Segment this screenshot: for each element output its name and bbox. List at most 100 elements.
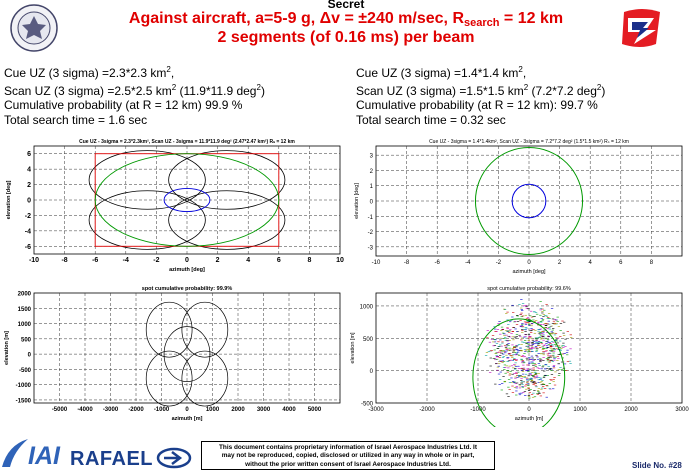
x-tick-label: -1000: [470, 407, 486, 413]
beam-circle: [88, 150, 206, 210]
y-tick-label: -2: [25, 213, 31, 220]
y-tick-label: -1500: [16, 398, 32, 404]
y-tick-label: 2: [370, 169, 374, 175]
x-axis-label: azimuth [m]: [515, 416, 544, 422]
y-tick-label: -500: [361, 402, 374, 408]
chart-bottom-right: -3000 -2000 -1000 0 1000 2000 3000 1000 500 0 -500…: [350, 286, 689, 427]
rafael-logo-text: RAFAEL: [70, 448, 153, 470]
x-tick-label: -6: [92, 257, 98, 264]
y-tick-label: 1000: [18, 322, 32, 328]
x-tick-label: -3000: [103, 407, 119, 413]
y-tick-label: -3: [368, 245, 374, 251]
x-tick-label: 4: [589, 260, 593, 266]
y-tick-label: -500: [19, 368, 32, 374]
chart-top-left: -10 -8 -6 -4 -2 0 2 4 6 8 10 6 4 2 0 -2 -4 -6 Cue UZ - 3si…: [6, 139, 344, 273]
iai-swoosh-icon: [2, 439, 28, 467]
y-tick-label: 3: [370, 154, 374, 160]
x-tick-label: 3000: [675, 407, 689, 413]
y-tick-label: 2: [27, 182, 31, 189]
y-tick-label: 0: [28, 353, 32, 359]
x-tick-label: -2: [496, 260, 502, 266]
x-tick-label: -2000: [128, 407, 144, 413]
y-tick-label: 4: [27, 167, 31, 174]
x-tick-label: 4000: [282, 407, 296, 413]
x-tick-label: -3000: [368, 407, 384, 413]
right-search-time-line: Total search time = 0.32 sec: [356, 112, 506, 127]
left-cue-line: Cue UZ (3 sigma) =2.3*2.3 km2,: [4, 65, 175, 80]
x-tick-label: 5000: [308, 407, 322, 413]
x-tick-label: 2: [558, 260, 562, 266]
right-scan-line: Scan UZ (3 sigma) =1.5*1.5 km2 (7.2*7.2 …: [356, 82, 606, 98]
y-tick-label: 2000: [18, 292, 32, 298]
x-tick-label: 8: [307, 257, 311, 264]
disclaimer-line: This document contains proprietary infor…: [219, 444, 477, 451]
x-tick-label: 2000: [231, 407, 245, 413]
x-tick-label: 2000: [624, 407, 638, 413]
beam-circle: [168, 190, 286, 250]
chart-title: Cue UZ - 3sigma = 1.4*1.4km², Scan UZ - …: [429, 139, 629, 145]
y-tick-label: 0: [370, 369, 374, 375]
flag-emblem-icon: [616, 6, 666, 50]
x-tick-label: -4: [465, 260, 471, 266]
y-tick-label: 6: [27, 151, 31, 158]
x-tick-label: 1000: [573, 407, 587, 413]
x-tick-label: 0: [527, 260, 531, 266]
beam-circle: [88, 190, 206, 250]
y-tick-label: 500: [21, 337, 32, 343]
y-tick-label: 1500: [18, 307, 32, 313]
x-tick-label: -4: [123, 257, 129, 264]
x-tick-label: 6: [619, 260, 623, 266]
x-tick-label: -6: [435, 260, 441, 266]
coverage-circle: [472, 318, 566, 427]
left-scan-line: Scan UZ (3 sigma) =2.5*2.5 km2 (11.9*11.…: [4, 82, 265, 98]
x-tick-label: -10: [29, 257, 39, 264]
seal-icon: [9, 3, 59, 53]
x-axis-label: azimuth [deg]: [169, 267, 205, 273]
y-tick-label: 1: [370, 184, 374, 190]
x-tick-label: 0: [185, 407, 189, 413]
x-tick-label: 10: [336, 257, 344, 264]
y-tick-label: -2: [368, 230, 374, 236]
y-tick-label: -1000: [16, 383, 32, 389]
right-cue-line: Cue UZ (3 sigma) =1.4*1.4 km2,: [356, 65, 527, 80]
right-info-block: Cue UZ (3 sigma) =1.4*1.4 km2, Scan UZ (…: [356, 63, 605, 127]
x-tick-label: -10: [372, 260, 381, 266]
left-probability-line: Cumulative probability (at R = 12 km) 99…: [4, 98, 243, 112]
x-tick-label: 0: [527, 407, 531, 413]
slide-number: Slide No. #28: [632, 461, 682, 470]
y-tick-label: 0: [370, 200, 374, 206]
scan-zone-circle: [474, 147, 584, 255]
y-tick-label: -4: [25, 228, 31, 235]
x-tick-label: -8: [61, 257, 67, 264]
right-probability-line: Cumulative probability (at R = 12 km): 9…: [356, 98, 598, 112]
y-axis-label: elevation [m]: [350, 332, 356, 364]
left-search-time-line: Total search time = 1.6 sec: [4, 112, 148, 127]
x-tick-label: 2: [216, 257, 220, 264]
x-tick-label: -8: [404, 260, 410, 266]
beam-circle: [168, 150, 286, 210]
x-tick-label: 4: [246, 257, 250, 264]
y-tick-label: -1: [368, 215, 374, 221]
beam-circle: [181, 301, 229, 358]
rafael-emblem-icon: [156, 447, 192, 469]
slide-title-line2: 2 segments (of 0.16 ms) per beam: [217, 29, 475, 46]
beam-circle: [163, 326, 211, 382]
x-tick-label: 0: [185, 257, 189, 264]
slide-title-line1: Against aircraft, a=5-9 g, Δv = ±240 m/s…: [128, 10, 564, 29]
y-axis-label: elevation [m]: [4, 331, 10, 365]
y-tick-label: 0: [27, 198, 31, 205]
x-axis-label: azimuth [m]: [172, 416, 203, 422]
cue-zone-circle: [511, 183, 547, 219]
x-tick-label: 1000: [206, 407, 220, 413]
y-axis-label: elevation [deg]: [6, 180, 12, 219]
x-tick-label: -1000: [154, 407, 170, 413]
x-tick-label: 8: [650, 260, 654, 266]
left-info-block: Cue UZ (3 sigma) =2.3*2.3 km2, Scan UZ (…: [4, 63, 265, 127]
iai-logo-text: IAI: [28, 442, 60, 470]
chart-top-right: -10 -8 -6 -4 -2 0 2 4 6 8 3 2 1 0 -1 -2 -3 Cue UZ - 3sigm…: [354, 139, 683, 275]
beam-circle: [145, 301, 193, 358]
chart-bottom-left: -5000 -4000 -3000 -2000 -1000 0 1000 2000 3000 40…: [4, 286, 341, 422]
x-tick-label: -2: [153, 257, 159, 264]
x-tick-label: 3000: [257, 407, 271, 413]
x-tick-label: -5000: [52, 407, 68, 413]
